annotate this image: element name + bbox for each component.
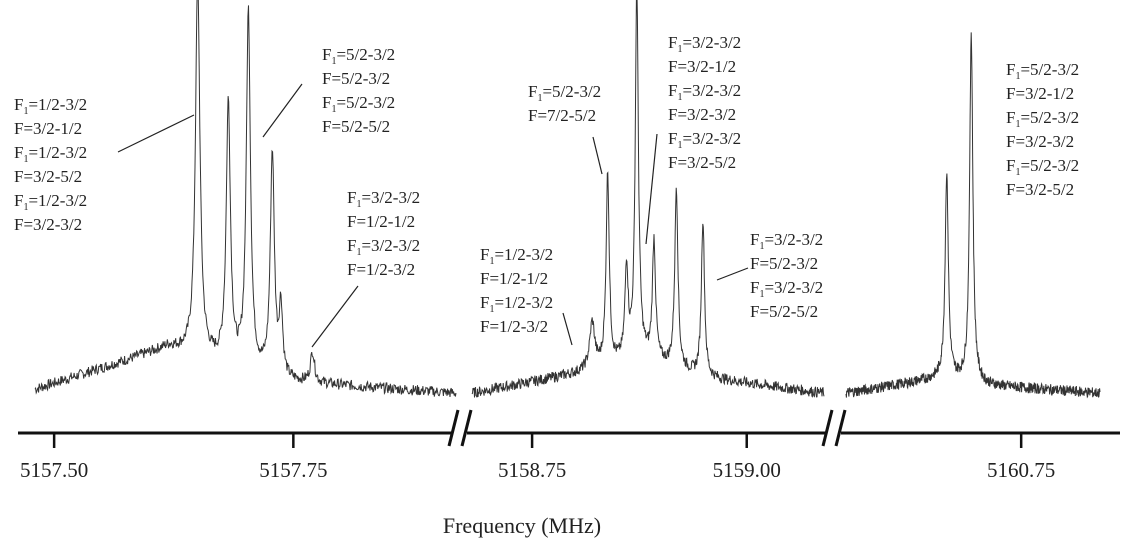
x-tick-label: 5160.75 (987, 458, 1055, 482)
axis-break-1 (447, 409, 473, 447)
spectrum-trace-segment-1 (34, 0, 457, 397)
annotation-f-line: F=5/2-3/2 (750, 254, 818, 273)
annotation-f1-line: F1=5/2-3/2 (1006, 60, 1079, 82)
transition-annotations: F1=1/2-3/2F=3/2-1/2F1=1/2-3/2F=3/2-5/2F1… (14, 33, 1079, 336)
annotation-f1-line: F1=1/2-3/2 (480, 245, 553, 267)
annotation-f-line: F=3/2-3/2 (1006, 132, 1074, 151)
axis-break-2 (821, 409, 847, 447)
annotation-f-line: F=3/2-1/2 (668, 57, 736, 76)
x-tick-label: 5159.00 (713, 458, 781, 482)
annotation-f-line: F=3/2-3/2 (668, 105, 736, 124)
annotation-f-line: F=3/2-1/2 (1006, 84, 1074, 103)
annotation-f1-line: F1=3/2-3/2 (347, 236, 420, 258)
annotation-leader (645, 133, 658, 245)
annotation-block-5: F1=5/2-3/2 F=7/2-5/2 (528, 82, 601, 125)
annotation-f-line: F=3/2-5/2 (14, 167, 82, 186)
annotation-f-line: F=3/2-5/2 (1006, 180, 1074, 199)
annotation-block-3: F1=3/2-3/2 F=1/2-1/2 F1=3/2-3/2 F=1/2-3/2 (347, 188, 420, 279)
annotation-f1-line: F1=3/2-3/2 (750, 230, 823, 252)
annotation-f1-line: F1=5/2-3/2 (322, 45, 395, 67)
annotation-f1-line: F1=3/2-3/2 (668, 33, 741, 55)
annotation-leader (592, 136, 603, 175)
annotation-f-line: F=7/2-5/2 (528, 106, 596, 125)
annotation-f1-line: F1=1/2-3/2 (14, 95, 87, 117)
annotation-leader (562, 312, 573, 346)
x-axis-label: Frequency (MHz) (443, 513, 601, 538)
annotation-f-line: F=1/2-3/2 (347, 260, 415, 279)
annotation-f1-line: F1=3/2-3/2 (750, 278, 823, 300)
annotation-f-line: F=1/2-3/2 (480, 317, 548, 336)
annotation-block-1: F1=1/2-3/2 F=3/2-1/2 F1=1/2-3/2 F=3/2-5/2 F1… (14, 95, 87, 234)
annotation-f1-line: F1=3/2-3/2 (347, 188, 420, 210)
frequency-axis: 5157.50 5157.75 5158.75 5159.00 5160.75 (18, 409, 1120, 482)
annotation-f-line: F=5/2-5/2 (322, 117, 390, 136)
annotation-f-line: F=1/2-1/2 (347, 212, 415, 231)
annotation-f1-line: F1=1/2-3/2 (14, 143, 87, 165)
annotation-f-line: F=3/2-3/2 (14, 215, 82, 234)
annotation-leader-lines (117, 83, 749, 348)
spectrum-trace-segment-3 (845, 32, 1101, 399)
annotation-f1-line: F1=5/2-3/2 (528, 82, 601, 104)
annotation-f1-line: F1=3/2-3/2 (668, 129, 741, 151)
annotation-f-line: F=3/2-5/2 (668, 153, 736, 172)
annotation-f-line: F=5/2-5/2 (750, 302, 818, 321)
annotation-f1-line: F1=5/2-3/2 (322, 93, 395, 115)
annotation-block-6: F1=3/2-3/2 F=3/2-1/2 F1=3/2-3/2 F=3/2-3/2 F1… (668, 33, 741, 172)
x-tick-label: 5158.75 (498, 458, 566, 482)
annotation-f-line: F=3/2-1/2 (14, 119, 82, 138)
spectrum-trace-segment-2 (471, 0, 825, 398)
annotation-f1-line: F1=5/2-3/2 (1006, 156, 1079, 178)
annotation-f1-line: F1=1/2-3/2 (14, 191, 87, 213)
annotation-f1-line: F1=1/2-3/2 (480, 293, 553, 315)
annotation-block-4: F1=1/2-3/2 F=1/2-1/2 F1=1/2-3/2 F=1/2-3/2 (480, 245, 553, 336)
annotation-leader (311, 285, 359, 348)
annotation-leader (117, 114, 195, 153)
spectrum-traces (34, 0, 1101, 399)
annotation-block-7: F1=3/2-3/2 F=5/2-3/2 F1=3/2-3/2 F=5/2-5/2 (750, 230, 823, 321)
annotation-f-line: F=5/2-3/2 (322, 69, 390, 88)
axis-ticks: 5157.50 5157.75 5158.75 5159.00 5160.75 (20, 433, 1055, 482)
annotation-f1-line: F1=3/2-3/2 (668, 81, 741, 103)
annotation-leader (262, 83, 303, 138)
annotation-leader (716, 267, 749, 281)
x-tick-label: 5157.50 (20, 458, 88, 482)
annotation-f-line: F=1/2-1/2 (480, 269, 548, 288)
annotation-f1-line: F1=5/2-3/2 (1006, 108, 1079, 130)
annotation-block-2: F1=5/2-3/2 F=5/2-3/2 F1=5/2-3/2 F=5/2-5/2 (322, 45, 395, 136)
x-tick-label: 5157.75 (259, 458, 327, 482)
annotation-block-8: F1=5/2-3/2 F=3/2-1/2 F1=5/2-3/2 F=3/2-3/2 F1… (1006, 60, 1079, 199)
